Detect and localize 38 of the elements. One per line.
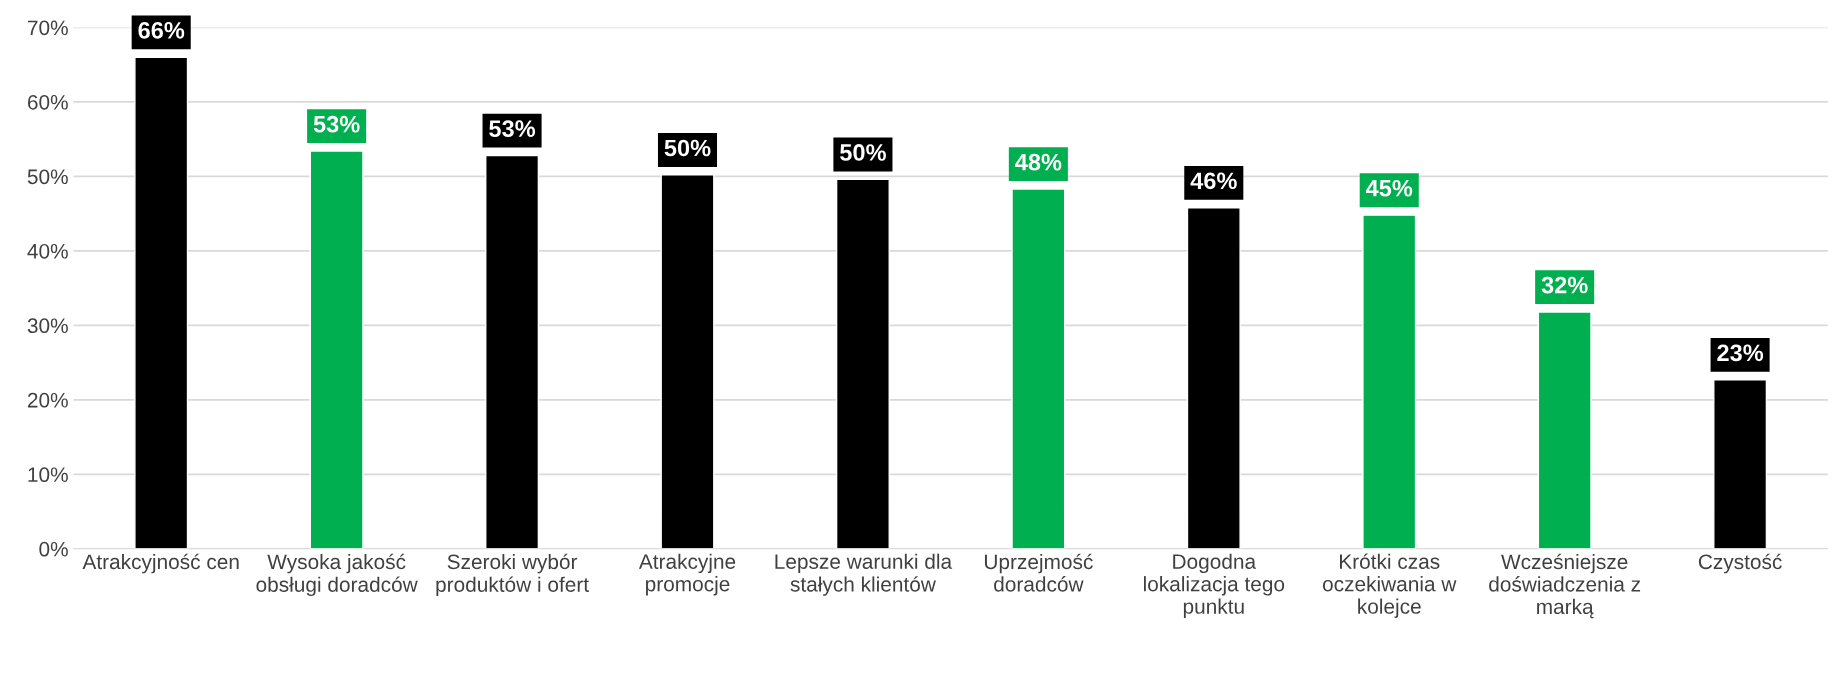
bar [1186, 206, 1241, 549]
y-tick-label: 20% [27, 392, 68, 408]
bar [660, 174, 715, 549]
bar [134, 56, 189, 549]
bar [835, 178, 890, 549]
bar [1011, 188, 1066, 549]
data-label: 48% [1015, 153, 1062, 171]
bar [309, 150, 364, 549]
y-tick-label: 70% [27, 20, 68, 36]
data-label: 46% [1190, 172, 1237, 190]
x-tick-label: Czystość [1698, 553, 1782, 574]
y-tick-label: 40% [27, 243, 68, 259]
data-label: 45% [1365, 179, 1413, 197]
x-tick-label: Dogodna lokalizacja tego punktu [1143, 553, 1285, 618]
x-tick-label: Krótki czas oczekiwania w kolejce [1322, 553, 1457, 618]
y-tick-label: 0% [39, 541, 68, 557]
x-tick-label: Uprzejmość doradców [984, 553, 1093, 592]
bar [1362, 214, 1417, 549]
data-label: 50% [840, 144, 886, 161]
bar [485, 154, 540, 549]
x-tick-label: Szeroki wybór produktów i ofert [436, 553, 589, 597]
data-label: 23% [1717, 344, 1764, 362]
data-label: 50% [664, 139, 711, 157]
x-tick-label: Wcześniejsze doświadczenia z marką [1489, 553, 1641, 619]
bar [1713, 379, 1768, 549]
data-label: 53% [489, 120, 536, 138]
data-label: 32% [1541, 276, 1588, 294]
y-tick-label: 50% [27, 169, 68, 185]
y-tick-label: 30% [27, 318, 68, 334]
data-label: 66% [138, 21, 185, 39]
x-tick-label: Atrakcyjność cen [82, 553, 239, 574]
y-tick-label: 60% [27, 94, 68, 110]
x-tick-label: Atrakcyjne promocje [638, 553, 736, 596]
data-label: 53% [313, 115, 360, 133]
x-tick-label: Lepsze warunki dla stałych klientów [775, 553, 953, 596]
bar [1537, 311, 1592, 549]
y-tick-label: 10% [28, 467, 68, 483]
x-tick-label: Wysoka jakość obsługi doradców [256, 553, 418, 597]
